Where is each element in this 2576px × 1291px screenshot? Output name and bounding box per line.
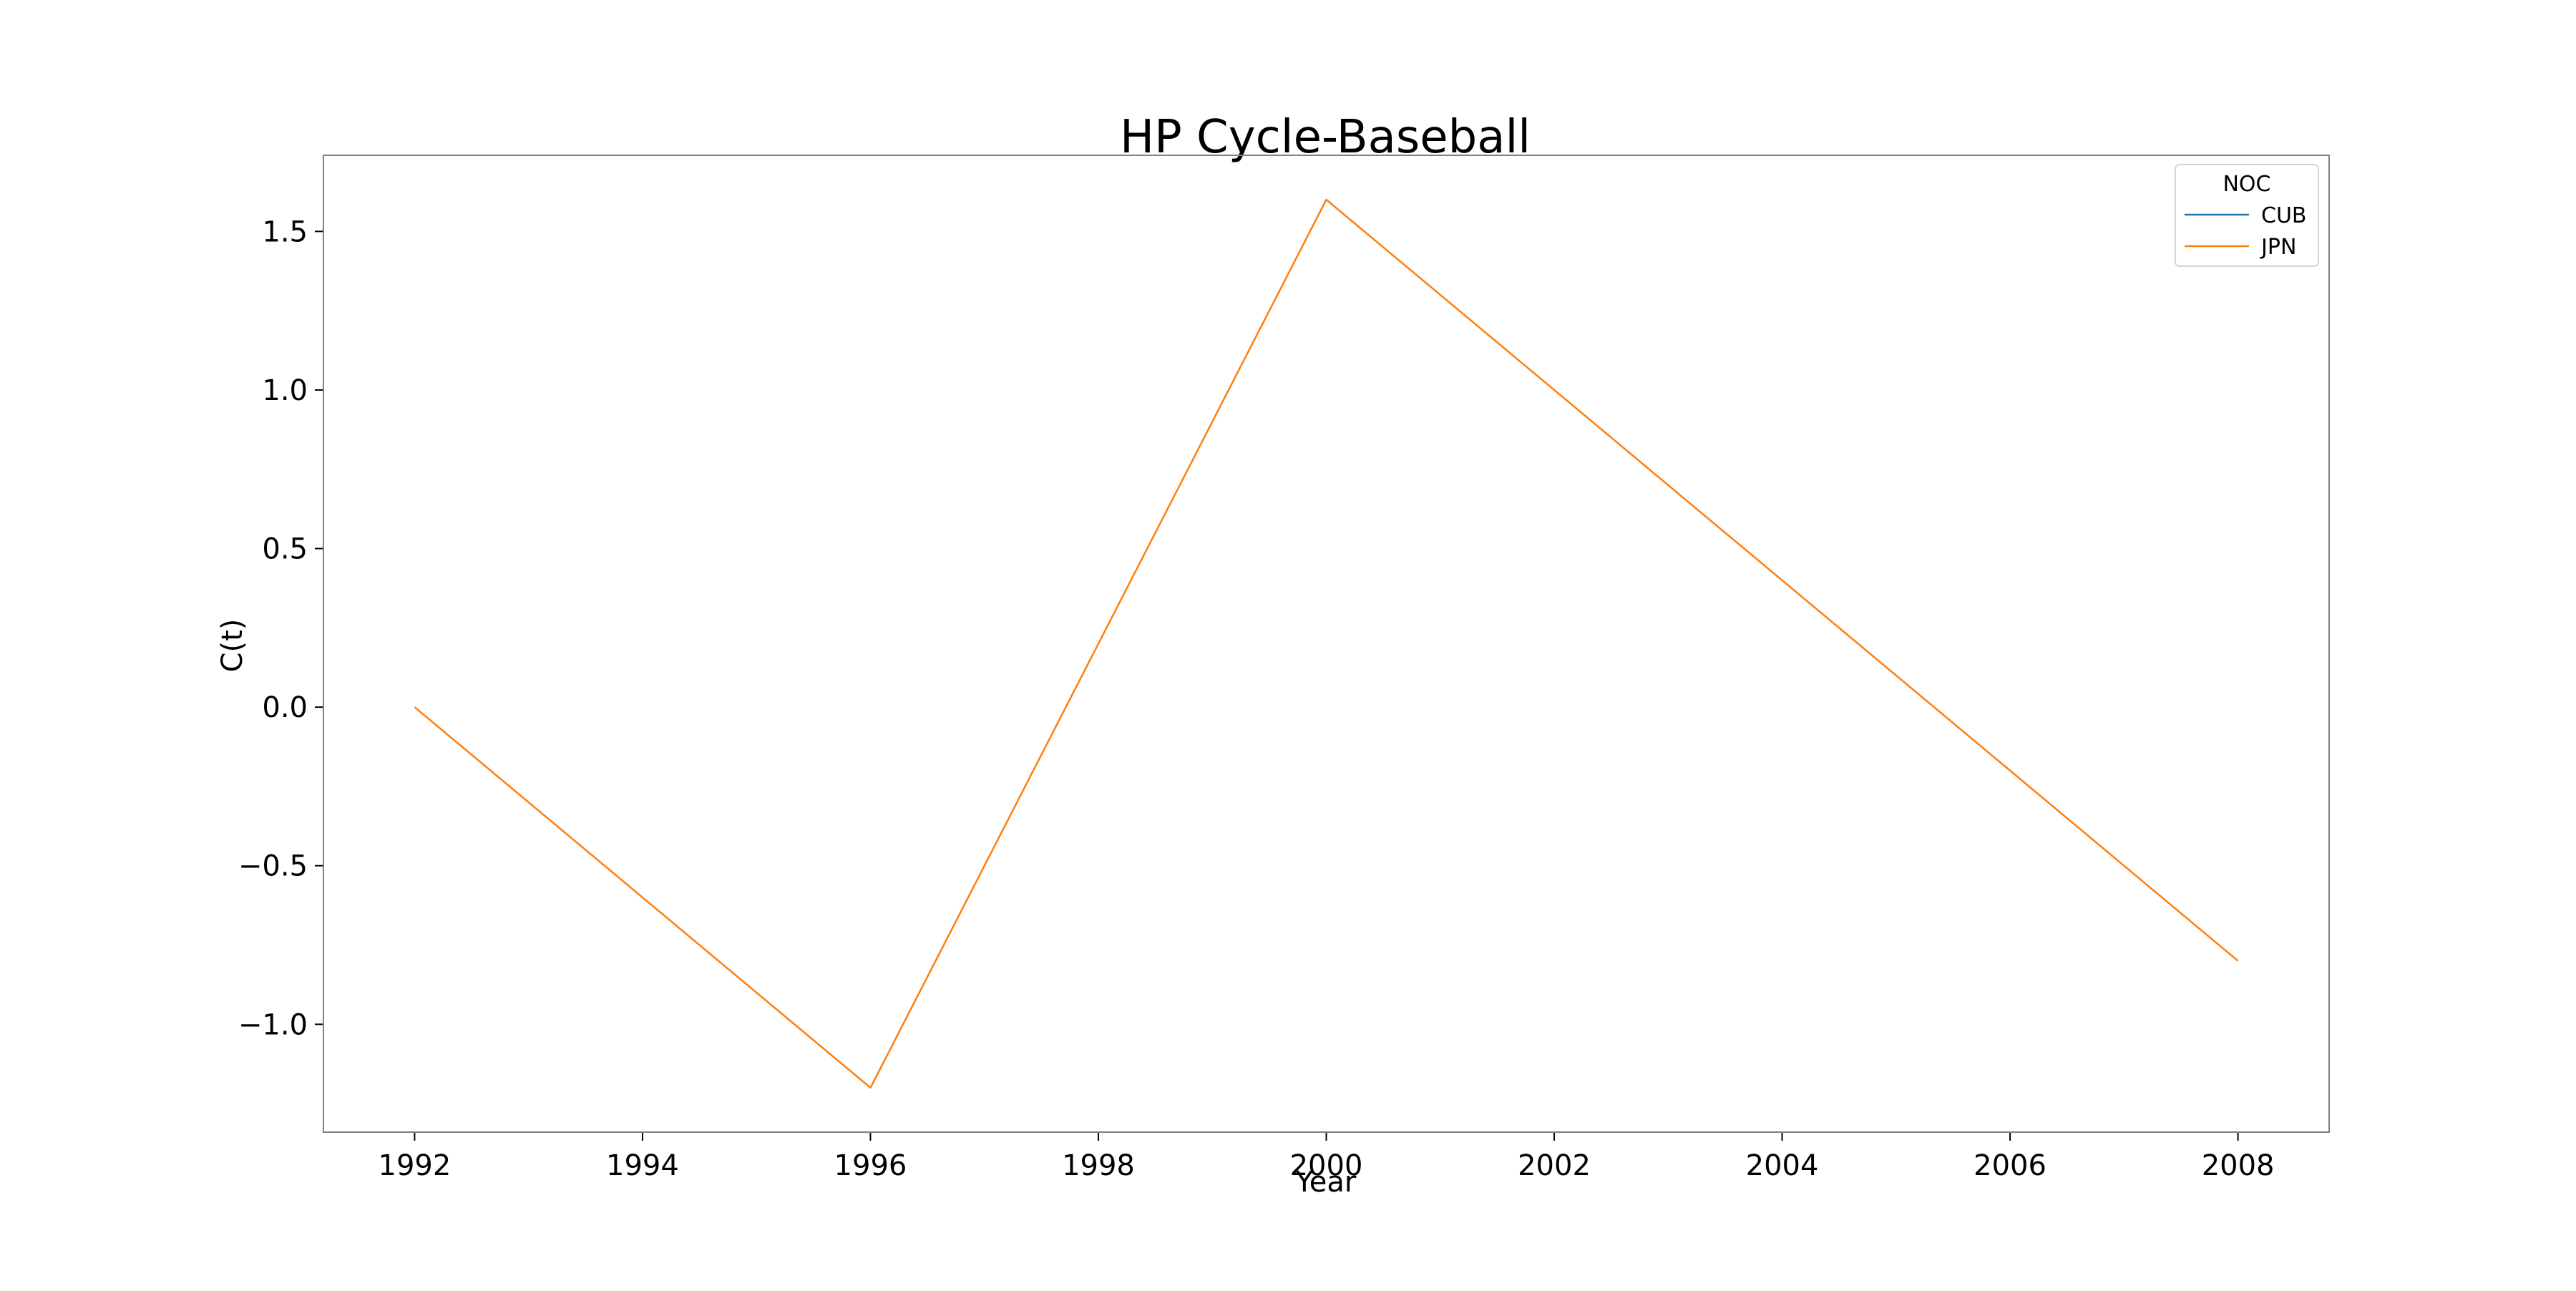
legend-label-jpn: JPN xyxy=(2260,235,2296,260)
legend: NOC CUB JPN xyxy=(2175,164,2319,267)
y-tick-label: 1.0 xyxy=(262,374,308,407)
y-tick-label: 0.5 xyxy=(262,533,308,566)
y-tick-label: −0.5 xyxy=(238,850,308,883)
legend-label-cub: CUB xyxy=(2261,203,2307,228)
y-tick-label: 0.0 xyxy=(262,691,308,724)
x-tick-label: 2000 xyxy=(1290,1149,1363,1182)
series-lines xyxy=(414,198,2239,1089)
x-axis-ticks: 1992 1994 1996 1998 2000 2002 2004 2006 2008 xyxy=(379,1132,2275,1182)
series-line-jpn xyxy=(414,198,2239,1089)
legend-title: NOC xyxy=(2223,172,2270,197)
y-tick-label: −1.0 xyxy=(238,1008,308,1041)
legend-entries: CUB JPN xyxy=(2185,203,2307,260)
y-axis-label: C(t) xyxy=(216,619,249,673)
x-tick-label: 1992 xyxy=(379,1149,452,1182)
plot-area-frame xyxy=(323,155,2330,1133)
x-tick-label: 1996 xyxy=(834,1149,907,1182)
x-tick-label: 2006 xyxy=(1974,1149,2046,1182)
x-tick-label: 1994 xyxy=(606,1149,679,1182)
x-tick-label: 1998 xyxy=(1062,1149,1135,1182)
x-tick-label: 2004 xyxy=(1746,1149,1819,1182)
x-tick-label: 2008 xyxy=(2202,1149,2275,1182)
x-axis-label: Year xyxy=(1295,1166,1357,1199)
x-tick-label: 2002 xyxy=(1518,1149,1591,1182)
y-axis-ticks: −1.0 −0.5 0.0 0.5 1.0 1.5 xyxy=(238,215,323,1041)
y-tick-label: 1.5 xyxy=(262,215,308,248)
